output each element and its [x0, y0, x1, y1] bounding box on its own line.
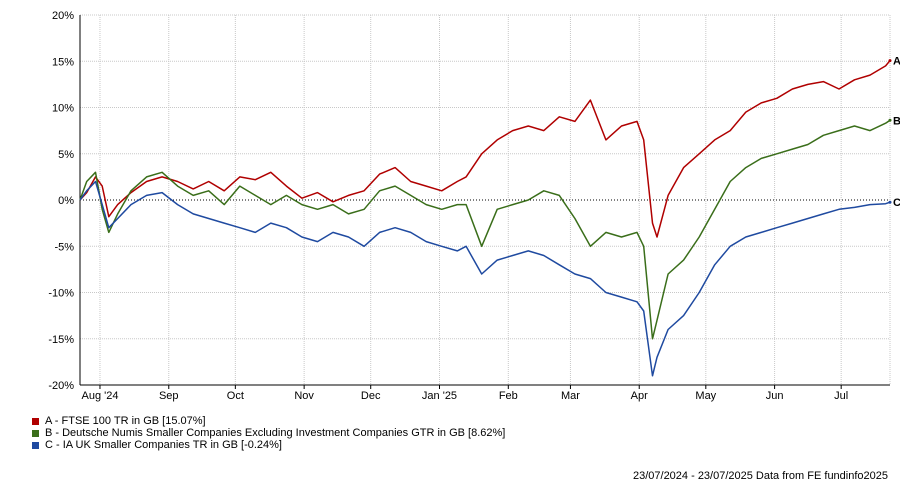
x-tick-label: Sep — [159, 390, 179, 402]
x-tick-label: May — [695, 390, 716, 402]
legend-swatch-c — [32, 441, 39, 449]
legend-label-b: B - Deutsche Numis Smaller Companies Exc… — [45, 427, 506, 439]
y-tick-label: -20% — [48, 380, 74, 392]
series-end-point-c — [888, 200, 892, 204]
y-tick-label: 5% — [58, 149, 74, 161]
chart-series — [79, 59, 892, 377]
series-line-a — [79, 60, 891, 238]
y-tick-label: 15% — [52, 56, 74, 68]
series-end-label-b: B — [893, 115, 900, 127]
x-tick-label: Apr — [631, 390, 648, 402]
line-chart: 20% 15% 10% 5% 0% -5% -10% -15% -20% Aug '24 Sep Oc… — [48, 10, 900, 402]
series-end-point-a — [888, 59, 892, 63]
y-tick-label: -15% — [48, 334, 74, 346]
series-line-b — [79, 119, 891, 340]
x-tick-label: Aug '24 — [81, 390, 118, 402]
y-tick-label: 10% — [52, 103, 74, 115]
chart-labels: A B C — [893, 56, 900, 210]
legend-item-b: B - Deutsche Numis Smaller Companies Exc… — [32, 427, 505, 439]
x-tick-label: Jul — [834, 390, 848, 402]
legend-label-c: C - IA UK Smaller Companies TR in GB [-0… — [45, 439, 282, 451]
x-tick-label: Jan '25 — [422, 390, 457, 402]
x-tick-label: Mar — [561, 390, 580, 402]
x-tick-label: Nov — [294, 390, 314, 402]
legend-item-a: A - FTSE 100 TR in GB [15.07%] — [32, 415, 505, 427]
y-tick-label: 20% — [52, 10, 74, 22]
chart-legend: A - FTSE 100 TR in GB [15.07%] B - Deuts… — [32, 415, 505, 451]
chart-footer: 23/07/2024 - 23/07/2025 Data from FE fun… — [632, 470, 888, 482]
legend-swatch-b — [32, 429, 39, 437]
series-end-label-a: A — [893, 56, 900, 68]
y-tick-label: 0% — [58, 195, 74, 207]
legend-swatch-a — [32, 417, 39, 425]
x-tick-label: Jun — [766, 390, 784, 402]
chart-axes: 20% 15% 10% 5% 0% -5% -10% -15% -20% Aug '24 Sep Oc… — [48, 10, 890, 402]
legend-label-a: A - FTSE 100 TR in GB [15.07%] — [45, 415, 206, 427]
series-line-c — [79, 180, 891, 377]
x-tick-label: Dec — [361, 390, 381, 402]
series-end-label-c: C — [893, 197, 900, 209]
legend-item-c: C - IA UK Smaller Companies TR in GB [-0… — [32, 439, 505, 451]
chart-grid — [80, 14, 891, 386]
x-tick-label: Oct — [227, 390, 244, 402]
x-tick-label: Feb — [499, 390, 518, 402]
y-tick-label: -10% — [48, 288, 74, 300]
y-tick-label: -5% — [54, 241, 74, 253]
series-end-point-b — [888, 118, 892, 122]
